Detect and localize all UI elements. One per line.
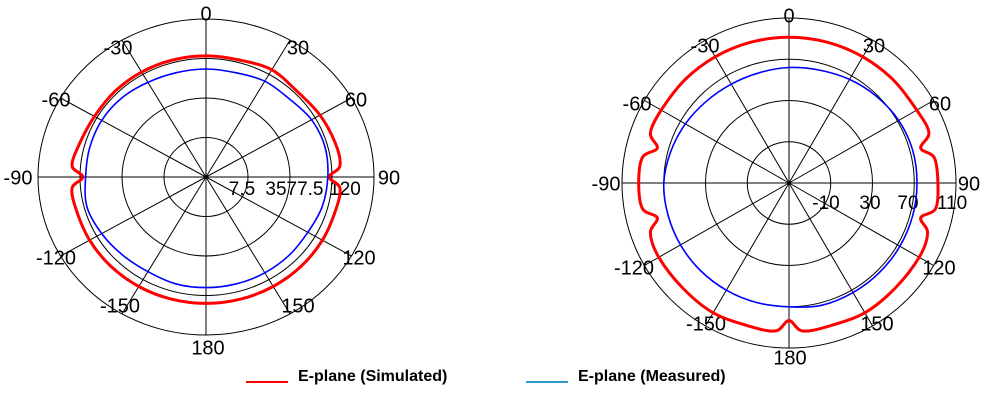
angle-tick-label: 30 xyxy=(863,35,885,57)
grid-spoke xyxy=(788,39,873,184)
angle-tick-label: -60 xyxy=(623,93,652,115)
radial-tick-label: 35 xyxy=(265,179,286,200)
grid-spoke xyxy=(60,176,207,257)
angle-tick-label: 30 xyxy=(287,37,309,59)
grid-spoke xyxy=(788,182,873,327)
series-line-measured xyxy=(84,68,329,289)
angle-tick-label: 90 xyxy=(378,167,400,189)
series-line-simulated xyxy=(637,35,940,333)
angle-tick-label: 60 xyxy=(929,93,951,115)
angle-tick-label: -150 xyxy=(686,313,726,335)
grid-spoke xyxy=(644,100,790,184)
angle-tick-label: -120 xyxy=(36,247,76,269)
angle-tick-label: -90 xyxy=(4,167,33,189)
angle-tick-label: -120 xyxy=(614,257,654,279)
legend-label-measured: E-plane (Measured) xyxy=(578,368,726,385)
grid-spoke xyxy=(705,39,790,184)
grid-spoke xyxy=(121,176,207,315)
angle-tick-label: 0 xyxy=(783,5,794,27)
radial-tick-label: 70 xyxy=(897,193,918,214)
angle-tick-label: 120 xyxy=(922,257,955,279)
legend-item-simulated: E-plane (Simulated) xyxy=(246,366,447,388)
grid-spoke xyxy=(205,97,352,178)
angle-tick-label: -30 xyxy=(104,37,133,59)
radial-tick-label: 77.5 xyxy=(287,179,324,200)
series-line-simulated xyxy=(70,54,342,305)
grid-spoke xyxy=(205,176,291,315)
grid-spoke xyxy=(644,182,790,266)
radial-tick-label: 110 xyxy=(937,193,967,214)
series-line-measured xyxy=(662,66,918,308)
radial-tick-label: 30 xyxy=(859,193,880,214)
grid-spoke xyxy=(60,97,207,178)
grid-spoke xyxy=(705,182,790,327)
grid-spoke xyxy=(205,176,352,257)
legend-item-measured: E-plane (Measured) xyxy=(526,366,726,388)
angle-tick-label: 180 xyxy=(191,337,224,359)
angle-tick-label: 120 xyxy=(342,247,375,269)
angle-tick-label: -30 xyxy=(691,35,720,57)
grid-spoke xyxy=(788,182,934,266)
radial-tick-label: -10 xyxy=(812,193,839,214)
radial-tick-label: 7.5 xyxy=(229,179,255,200)
polar-chart-left: 0306090120150180150120-90-120-150-60-307… xyxy=(4,3,401,359)
legend-swatch-measured xyxy=(526,381,568,383)
legend: E-plane (Simulated) E-plane (Measured) xyxy=(0,366,983,390)
angle-tick-label: -90 xyxy=(592,173,621,195)
angle-tick-label: 150 xyxy=(860,313,893,335)
legend-swatch-simulated xyxy=(246,381,288,383)
angle-tick-label: 60 xyxy=(345,89,367,111)
angle-tick-label: -150 xyxy=(100,295,140,317)
grid-spoke xyxy=(788,100,934,184)
grid-spoke xyxy=(205,39,291,178)
polar-chart-right: 0306090120150180150120-90-120-150-60-30-… xyxy=(592,5,981,369)
angle-tick-label: 180 xyxy=(773,347,806,369)
legend-label-simulated: E-plane (Simulated) xyxy=(298,368,448,385)
angle-tick-label: 90 xyxy=(958,173,980,195)
angle-tick-label: 150 xyxy=(281,295,314,317)
angle-tick-label: -60 xyxy=(42,89,71,111)
grid-spoke xyxy=(121,39,207,178)
angle-tick-label: 0 xyxy=(200,3,211,25)
